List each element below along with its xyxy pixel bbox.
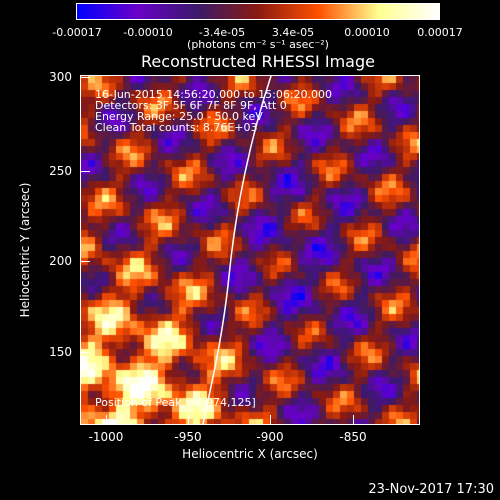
x-tickmark (188, 415, 189, 425)
image-plot: 16-Jun-2015 14:56:20.000 to 15:06:20.000… (80, 75, 420, 425)
y-tick-label: 300 (49, 70, 72, 84)
colorbar-tick: -3.4e-05 (198, 26, 246, 39)
x-tick-label: -950 (174, 430, 202, 444)
heatmap-image (81, 76, 419, 424)
timestamp: 23-Nov-2017 17:30 (368, 482, 494, 497)
x-tick-label: -900 (256, 430, 284, 444)
y-tick-label: 200 (49, 254, 72, 268)
y-tickmark (80, 261, 90, 262)
x-tickmark (353, 415, 354, 425)
y-tickmark (80, 352, 90, 353)
colorbar-tick: 0.00010 (344, 26, 390, 39)
x-tickmark (270, 415, 271, 425)
x-axis-label: Heliocentric X (arcsec) (182, 447, 318, 461)
colorbar-units: (photons cm⁻² s⁻¹ asec⁻²) (187, 38, 329, 51)
peak-position: Position of Peak = [-974,125] (95, 396, 256, 409)
y-tick-label: 250 (49, 164, 72, 178)
image-title: Reconstructed RHESSI Image (141, 52, 375, 71)
colorbar-tick: 0.00017 (417, 26, 463, 39)
y-axis-label: Heliocentric Y (arcsec) (18, 182, 32, 318)
y-tick-label: 150 (49, 345, 72, 359)
x-tick-label: -1000 (88, 430, 124, 444)
clean-counts: Clean Total counts: 8.76E+03 (95, 121, 258, 134)
colorbar-tick: 3.4e-05 (271, 26, 315, 39)
y-tickmark (80, 171, 90, 172)
colorbar-tick: -0.00010 (123, 26, 173, 39)
colorbar-tick: -0.00017 (52, 26, 102, 39)
colorbar (76, 3, 440, 20)
limb-line (202, 76, 272, 424)
energy-range: Energy Range: 25.0 - 50.0 keV (95, 110, 263, 123)
y-tickmark (80, 77, 90, 78)
detectors-label: Detectors: 3F 5F 6F 7F 8F 9F, Att 0 (95, 99, 287, 112)
time-range: 16-Jun-2015 14:56:20.000 to 15:06:20.000 (95, 88, 333, 101)
x-tick-label: -850 (339, 430, 367, 444)
x-tickmark (106, 415, 107, 425)
